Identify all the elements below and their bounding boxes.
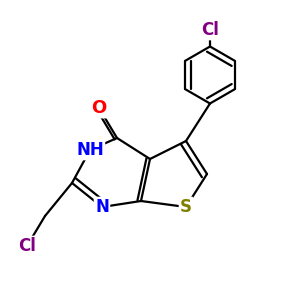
Text: O: O — [92, 99, 106, 117]
Text: N: N — [95, 198, 109, 216]
Text: S: S — [180, 198, 192, 216]
Text: Cl: Cl — [18, 237, 36, 255]
Text: Cl: Cl — [201, 21, 219, 39]
Text: NH: NH — [76, 141, 104, 159]
